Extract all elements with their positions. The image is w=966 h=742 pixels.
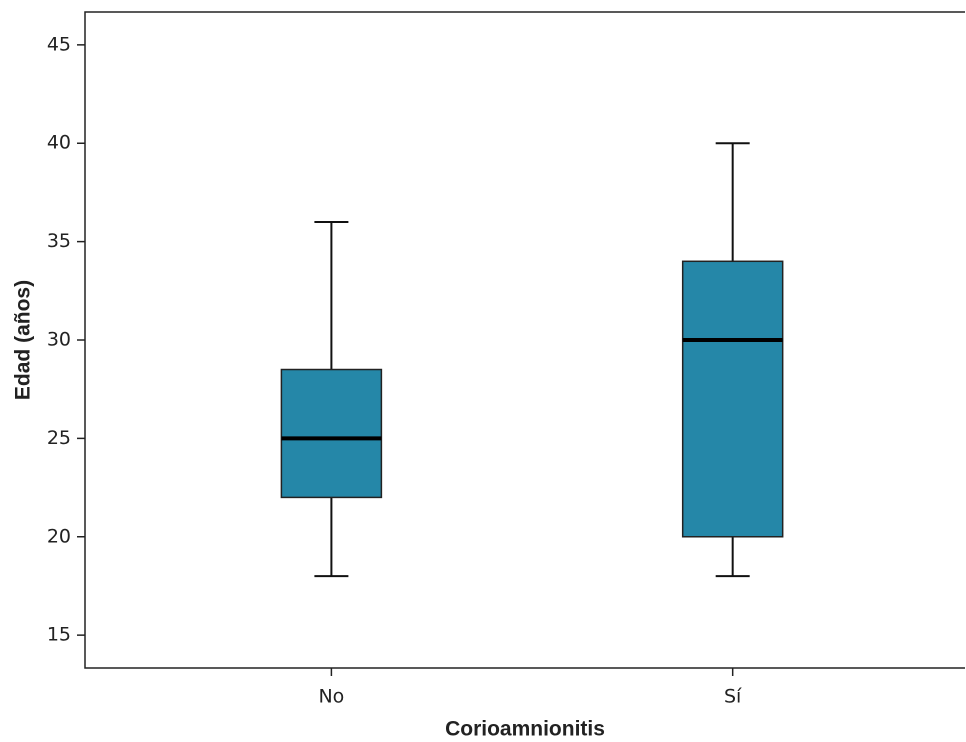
y-tick-label: 35: [47, 230, 71, 252]
y-tick-label: 20: [47, 525, 71, 547]
box: [681, 260, 784, 538]
y-tick-label: 25: [47, 427, 71, 449]
y-tick-label: 30: [47, 329, 71, 351]
y-tick-label: 40: [47, 132, 71, 154]
plot-frame: [84, 11, 965, 669]
y-tick-label: 15: [47, 624, 71, 646]
y-tick-label: 45: [47, 33, 71, 55]
box: [280, 368, 383, 499]
x-tick-label: No: [318, 686, 344, 708]
x-axis-label: Corioamnionitis: [445, 718, 605, 741]
x-tick-label: Sí: [724, 686, 742, 708]
y-axis-label: Edad (años): [12, 280, 35, 400]
